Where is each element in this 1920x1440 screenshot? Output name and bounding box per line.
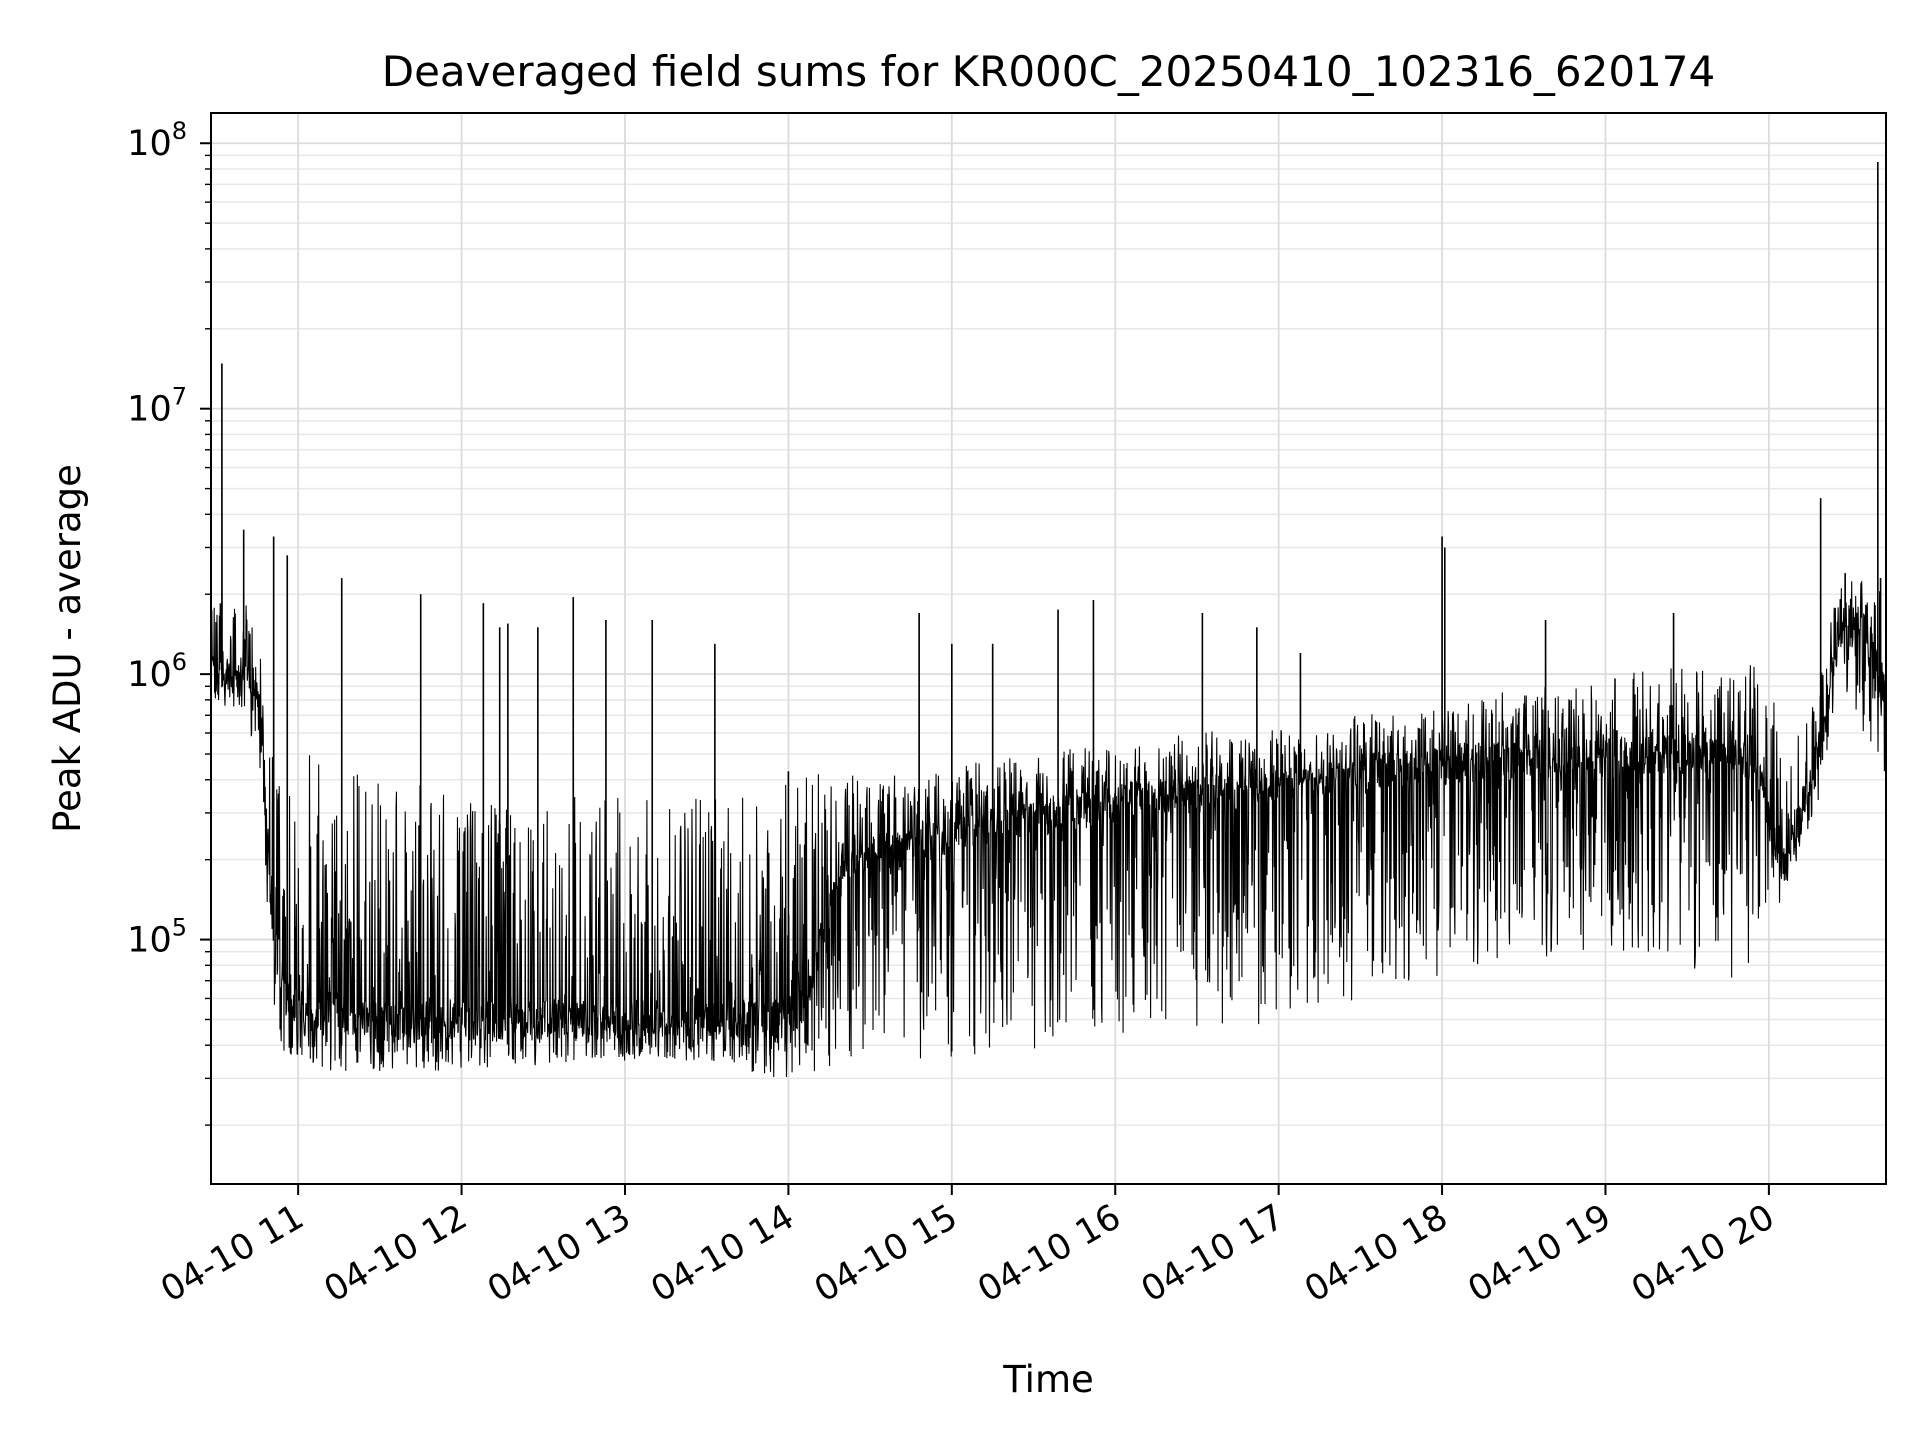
x-axis-label: Time bbox=[1002, 1358, 1094, 1401]
series-trace bbox=[210, 161, 1887, 1078]
y-tick-label: 107 bbox=[127, 383, 187, 430]
y-tick-label: 106 bbox=[127, 648, 187, 695]
y-tick-label: 108 bbox=[127, 117, 187, 164]
plot-frame bbox=[210, 112, 1887, 1185]
y-tick-label: 105 bbox=[127, 914, 187, 961]
series-line bbox=[210, 161, 1887, 1078]
chart-title: Deaveraged field sums for KR000C_2025041… bbox=[382, 47, 1716, 96]
y-axis-label: Peak ADU - average bbox=[46, 464, 89, 833]
